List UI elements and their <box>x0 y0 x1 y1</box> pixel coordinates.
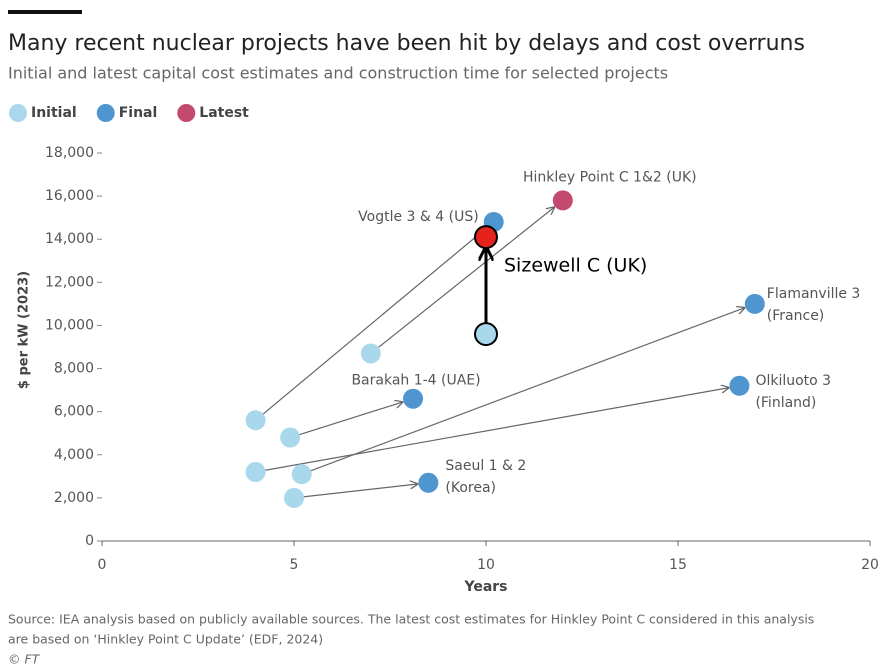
annotation-point <box>474 322 498 347</box>
chart-subtitle: Initial and latest capital cost estimate… <box>8 64 668 83</box>
arrow <box>255 388 729 473</box>
point-label: (France) <box>767 308 824 324</box>
y-tick-label: 6,000 <box>54 404 94 420</box>
data-point <box>360 343 381 364</box>
data-point <box>245 462 266 483</box>
arrow <box>370 207 554 354</box>
source-note: Source: IEA analysis based on publicly a… <box>8 612 814 627</box>
data-point <box>291 464 312 485</box>
y-axis-title: $ per kW (2023) <box>17 271 32 389</box>
legend-marker <box>9 104 27 122</box>
arrow <box>293 484 417 499</box>
y-tick-label: 12,000 <box>45 274 94 290</box>
data-point <box>245 410 266 431</box>
data-point <box>729 375 750 396</box>
source-note: are based on ‘Hinkley Point C Update’ (E… <box>8 632 323 647</box>
legend-marker <box>96 104 115 122</box>
arrow <box>301 308 745 475</box>
brand-bar <box>8 10 82 14</box>
x-tick-label: 0 <box>98 557 107 573</box>
point-label: Vogtle 3 & 4 (US) <box>358 209 479 225</box>
x-tick-label: 15 <box>669 557 687 573</box>
legend-label: Initial <box>31 105 77 121</box>
x-tick-label: 5 <box>290 557 299 573</box>
source-note: © FT <box>8 652 41 667</box>
y-tick-label: 16,000 <box>45 188 94 204</box>
point-label: Saeul 1 & 2 <box>445 458 526 474</box>
data-point <box>280 427 301 448</box>
data-point <box>418 472 439 493</box>
point-label: (Finland) <box>755 395 816 411</box>
point-label: Hinkley Point C 1&2 (UK) <box>523 169 697 185</box>
legend-label: Latest <box>199 105 249 121</box>
arrow <box>255 229 486 421</box>
y-tick-label: 14,000 <box>45 231 94 247</box>
point-label: Flamanville 3 <box>767 286 861 302</box>
point-label: Olkiluoto 3 <box>755 373 831 389</box>
y-tick-label: 2,000 <box>54 490 94 506</box>
x-tick-label: 10 <box>477 557 495 573</box>
x-axis-title: Years <box>463 579 507 595</box>
arrow <box>289 402 402 439</box>
chart-title: Many recent nuclear projects have been h… <box>8 31 805 56</box>
legend-marker <box>177 104 196 122</box>
data-point <box>744 293 765 314</box>
y-tick-label: 0 <box>85 533 94 549</box>
legend-label: Final <box>119 105 158 121</box>
point-label: Barakah 1-4 (UAE) <box>351 373 480 389</box>
y-tick-label: 10,000 <box>45 317 94 333</box>
data-point <box>403 388 424 409</box>
x-tick-label: 20 <box>861 557 879 573</box>
y-tick-label: 4,000 <box>54 447 94 463</box>
data-point <box>552 190 573 211</box>
point-label: (Korea) <box>445 480 496 496</box>
annotation-point <box>474 225 498 250</box>
y-tick-label: 8,000 <box>54 361 94 377</box>
y-tick-label: 18,000 <box>45 145 94 161</box>
annotation-label: Sizewell C (UK) <box>504 255 647 277</box>
data-point <box>284 487 304 508</box>
